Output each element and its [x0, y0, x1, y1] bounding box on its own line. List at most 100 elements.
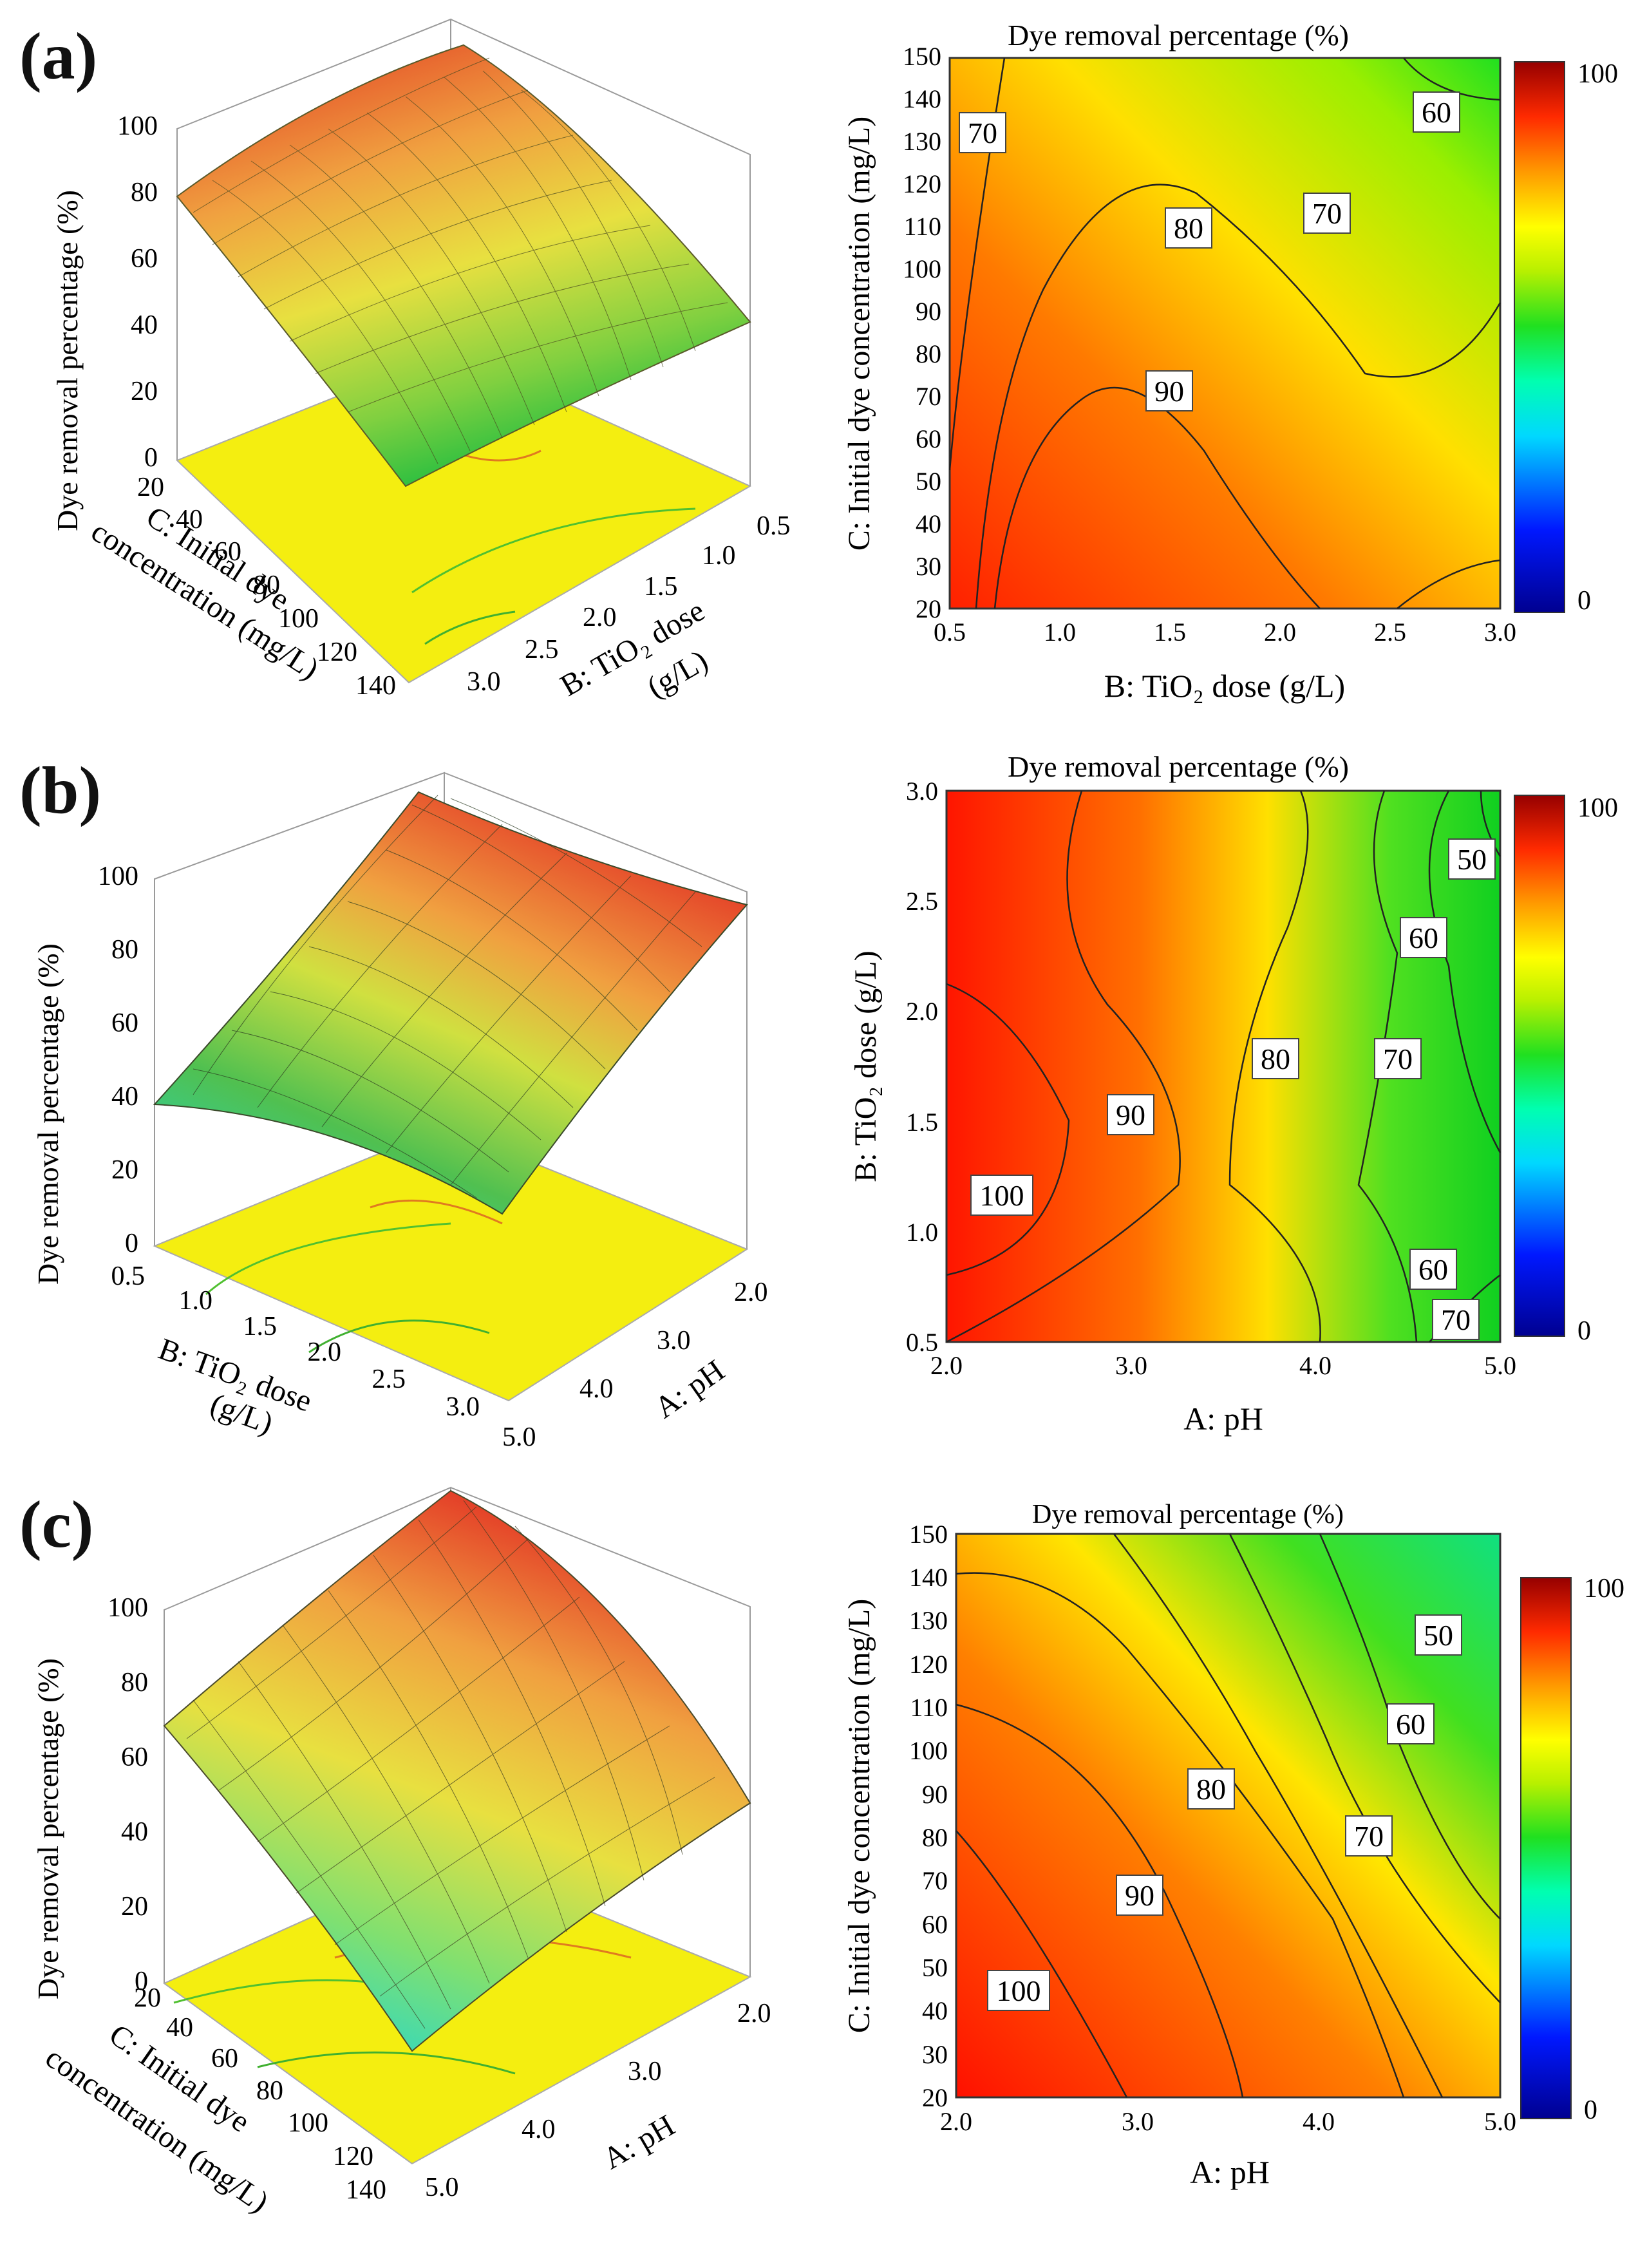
tick: 80: [256, 2076, 283, 2106]
z-tick: 80: [111, 935, 138, 965]
floor-contour: [411, 507, 696, 594]
contour-label: 80: [1261, 1043, 1290, 1075]
z-tick: 40: [131, 310, 158, 340]
contour-plot-c: Dye removal percentage (%) 50 60 80 70 9…: [842, 1500, 1624, 2190]
panel-label: (c): [19, 1488, 94, 1562]
surface-mesh: [186, 1500, 715, 2029]
contour-label: 80: [1196, 1773, 1226, 1806]
y-tick: 130: [903, 127, 941, 156]
contour-line: [955, 1830, 1128, 2098]
surface-mesh: [193, 57, 728, 464]
right-axis-ticks: 2.0 3.0 4.0 5.0: [425, 1999, 771, 2202]
panel-a: (a) Dye removal percentage (%) 0 20: [0, 0, 1647, 734]
z-tick: 80: [131, 178, 158, 207]
contour-label: 60: [1418, 1253, 1448, 1286]
tick: 120: [333, 2142, 373, 2171]
contour-label: 50: [1424, 1619, 1453, 1652]
contour-line: [975, 184, 1501, 609]
colorbar-max: 100: [1577, 59, 1618, 89]
contour-label: 60: [1409, 921, 1438, 954]
y-tick: 20: [922, 2083, 948, 2112]
left-axis-ticks: 20 40 60 80 100 120 140: [134, 1983, 386, 2205]
contour-line: [1228, 1533, 1501, 2003]
y-tick: 50: [916, 467, 941, 496]
contour-line: [1113, 1533, 1444, 2098]
y-tick: 140: [903, 84, 941, 113]
y-tick: 0.5: [906, 1328, 938, 1357]
x-tick: 3.0: [1122, 2107, 1154, 2136]
contour-title: Dye removal percentage (%): [1032, 1500, 1344, 1529]
y-tick: 60: [922, 1910, 948, 1939]
x-axis-label: A: pH: [1183, 1401, 1263, 1437]
y-axis-label: C: Initial dye concentration (mg/L): [842, 117, 876, 551]
z-tick: 100: [117, 111, 158, 141]
x-tick: 2.0: [1264, 618, 1296, 647]
tick: 2.0: [734, 1278, 768, 1307]
tick: 3.0: [467, 667, 501, 697]
floor-plane: [153, 1126, 749, 1402]
contour-label: 70: [1383, 1043, 1413, 1075]
colorbar-max: 100: [1584, 1574, 1624, 1603]
contour-label: 70: [1354, 1820, 1384, 1853]
contour-label: 100: [997, 1974, 1041, 2007]
box-right-wall: [450, 1487, 751, 1977]
y-axis-label: C: Initial dye concentration (mg/L): [842, 1599, 876, 2033]
contour-line: [993, 386, 1321, 609]
floor-contour: [370, 1199, 503, 1225]
y-ticks: 0.5 1.0 1.5 2.0 2.5 3.0: [906, 777, 938, 1357]
contour-line: [1480, 790, 1501, 857]
response-surface: [153, 791, 748, 1215]
contour-label-boxes: [959, 91, 1460, 411]
surface-plot-c: Dye removal percentage (%) 0 20 40 60 80…: [32, 1486, 771, 2219]
z-tick: 100: [98, 862, 138, 891]
x-ticks: 2.0 3.0 4.0 5.0: [930, 1351, 1516, 1380]
z-ticks: 0 20 40 60 80 100: [117, 111, 158, 473]
x-tick: 4.0: [1299, 1351, 1332, 1380]
tick: 3.0: [446, 1392, 480, 1422]
y-axis-label: B: TiO₂ dose (g/L): [849, 950, 883, 1182]
z-axis-label: Dye removal percentage (%): [32, 943, 64, 1285]
y-tick: 80: [922, 1823, 948, 1852]
panel-label: (b): [19, 753, 102, 827]
z-axis-label: Dye removal percentage (%): [32, 1658, 64, 1999]
y-tick: 120: [909, 1650, 948, 1679]
panel-label: (a): [19, 19, 98, 93]
contour-line: [1397, 559, 1501, 609]
right-axis-label: A: pH: [598, 2108, 681, 2176]
y-tick: 40: [916, 509, 941, 538]
y-tick: 150: [903, 42, 941, 71]
x-tick: 5.0: [1484, 2107, 1516, 2136]
contour-line: [1228, 790, 1321, 1343]
contour-title: Dye removal percentage (%): [1008, 19, 1349, 52]
left-axis-ticks: 20 40 60 80 100 120 140: [137, 473, 396, 701]
z-tick: 0: [144, 443, 158, 473]
colorbar: [1520, 1577, 1572, 2119]
floor-contour: [205, 1222, 451, 1296]
z-tick: 40: [121, 1817, 148, 1847]
tick: 5.0: [425, 2173, 459, 2202]
z-tick: 60: [121, 1743, 148, 1772]
colorbar: [1514, 61, 1565, 613]
z-tick: 60: [111, 1008, 138, 1038]
colorbar-min: 0: [1577, 586, 1591, 616]
contour-label: 70: [968, 117, 997, 149]
tick: 1.0: [702, 541, 736, 571]
y-tick: 2.5: [906, 887, 938, 916]
z-tick: 80: [121, 1668, 148, 1697]
plot-area: [948, 57, 1501, 610]
contour-line: [1403, 57, 1501, 101]
y-tick: 3.0: [906, 777, 938, 806]
z-tick: 0: [125, 1229, 138, 1258]
z-axis-label: Dye removal percentage (%): [51, 190, 84, 531]
contour-plot-b: Dye removal percentage (%) 50 60 80 70 9…: [849, 750, 1618, 1437]
y-tick: 100: [909, 1736, 948, 1765]
contour-label: 90: [1154, 375, 1184, 408]
y-ticks: 20 30 40 50 60 70 80 90 100 110 120 130 …: [903, 42, 941, 623]
y-tick: 1.0: [906, 1218, 938, 1247]
y-tick: 110: [903, 212, 941, 241]
y-tick: 70: [916, 382, 941, 411]
contour-label-boxes: [987, 1614, 1462, 2011]
contour-label: 70: [1441, 1303, 1471, 1336]
tick: 60: [211, 2044, 238, 2074]
contour-line: [1428, 790, 1501, 1153]
